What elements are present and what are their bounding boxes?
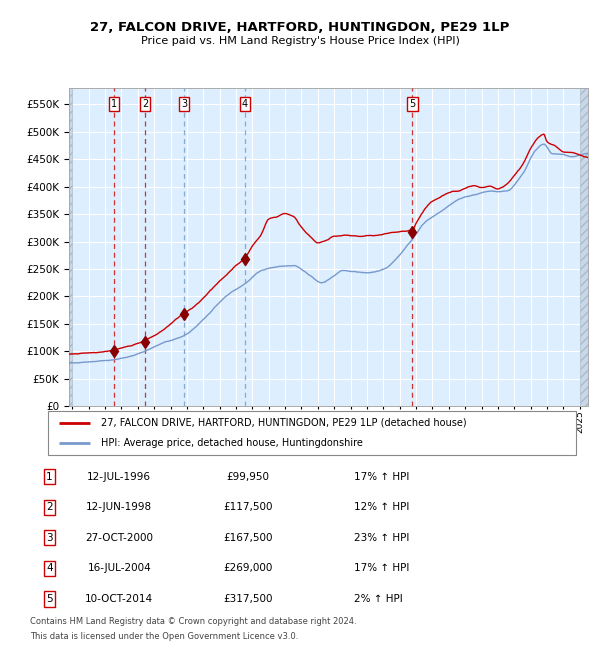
Text: £317,500: £317,500 xyxy=(223,594,272,604)
Text: 27, FALCON DRIVE, HARTFORD, HUNTINGDON, PE29 1LP (detached house): 27, FALCON DRIVE, HARTFORD, HUNTINGDON, … xyxy=(101,418,466,428)
Text: £167,500: £167,500 xyxy=(223,533,272,543)
Text: 27-OCT-2000: 27-OCT-2000 xyxy=(85,533,153,543)
Text: 2: 2 xyxy=(46,502,53,512)
Text: 2: 2 xyxy=(142,99,148,109)
Text: 1: 1 xyxy=(110,99,117,109)
Text: £99,950: £99,950 xyxy=(226,472,269,482)
Text: This data is licensed under the Open Government Licence v3.0.: This data is licensed under the Open Gov… xyxy=(30,632,298,641)
Text: £117,500: £117,500 xyxy=(223,502,272,512)
Text: 3: 3 xyxy=(181,99,187,109)
Text: Price paid vs. HM Land Registry's House Price Index (HPI): Price paid vs. HM Land Registry's House … xyxy=(140,36,460,46)
Text: 5: 5 xyxy=(46,594,53,604)
Text: 1: 1 xyxy=(46,472,53,482)
Bar xyxy=(69,88,72,406)
Text: 2% ↑ HPI: 2% ↑ HPI xyxy=(353,594,403,604)
Text: 4: 4 xyxy=(242,99,248,109)
Text: 23% ↑ HPI: 23% ↑ HPI xyxy=(353,533,409,543)
Text: HPI: Average price, detached house, Huntingdonshire: HPI: Average price, detached house, Hunt… xyxy=(101,438,362,448)
Bar xyxy=(580,88,588,406)
Text: 12-JUN-1998: 12-JUN-1998 xyxy=(86,502,152,512)
Text: £269,000: £269,000 xyxy=(223,564,272,573)
Text: 4: 4 xyxy=(46,564,53,573)
Text: 17% ↑ HPI: 17% ↑ HPI xyxy=(353,564,409,573)
Text: Contains HM Land Registry data © Crown copyright and database right 2024.: Contains HM Land Registry data © Crown c… xyxy=(30,618,356,627)
Text: 10-OCT-2014: 10-OCT-2014 xyxy=(85,594,154,604)
Text: 3: 3 xyxy=(46,533,53,543)
Text: 17% ↑ HPI: 17% ↑ HPI xyxy=(353,472,409,482)
Text: 5: 5 xyxy=(409,99,416,109)
Text: 12% ↑ HPI: 12% ↑ HPI xyxy=(353,502,409,512)
Text: 16-JUL-2004: 16-JUL-2004 xyxy=(88,564,151,573)
FancyBboxPatch shape xyxy=(48,411,576,455)
Text: 27, FALCON DRIVE, HARTFORD, HUNTINGDON, PE29 1LP: 27, FALCON DRIVE, HARTFORD, HUNTINGDON, … xyxy=(91,21,509,34)
Text: 12-JUL-1996: 12-JUL-1996 xyxy=(87,472,151,482)
